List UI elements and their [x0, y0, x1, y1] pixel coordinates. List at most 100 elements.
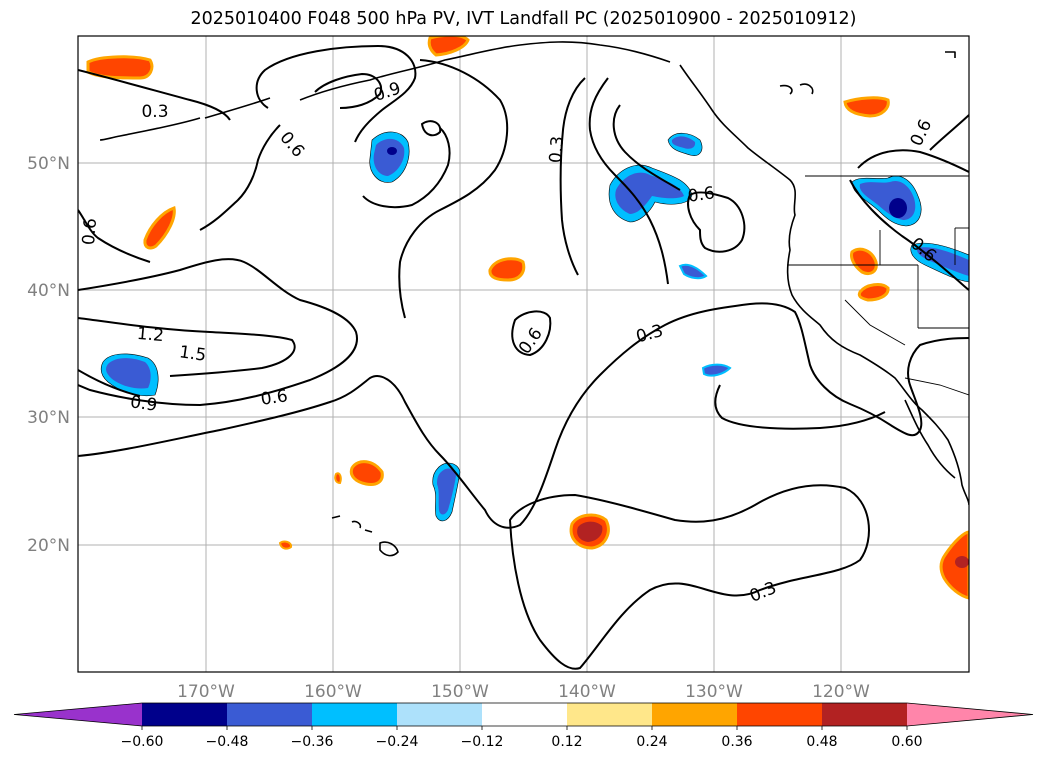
contour-line: [588, 77, 669, 285]
positive-anomaly-patches: [86, 36, 969, 600]
contour-line: [857, 149, 969, 173]
pos-patch: [349, 460, 384, 486]
colorbar-tick-label: −0.24: [376, 734, 419, 750]
neg-patch-inner: [437, 468, 456, 515]
colorbar-tick-label: −0.60: [121, 734, 164, 750]
contour-line: [78, 317, 296, 377]
pos-patch: [857, 283, 890, 302]
contour-line: [687, 191, 746, 253]
colorbar-tick-label: −0.48: [206, 734, 249, 750]
contour-line: [314, 72, 382, 109]
lon-labels: 170°W 160°W 150°W 140°W 130°W 120°W: [177, 682, 870, 702]
lon-label: 170°W: [177, 682, 235, 702]
coast-aleutians-east: [204, 97, 271, 119]
colorbar-segment: [397, 703, 482, 726]
lat-label: 50°N: [27, 154, 70, 174]
coast-baja-inner: [904, 399, 956, 479]
coast-hawaii-islet: [331, 515, 341, 519]
pos-patch: [334, 472, 342, 485]
pos-patch-core: [577, 521, 603, 542]
contour-line: [420, 120, 442, 137]
contour-line: [78, 209, 151, 263]
contour-label: 0.3: [546, 135, 568, 164]
pos-patch: [488, 257, 526, 282]
contour-line: [199, 124, 281, 231]
colorbar-segment: [737, 703, 822, 726]
contour-line: [398, 59, 509, 319]
colorbar-segment: [142, 703, 227, 726]
lon-label: 160°W: [304, 682, 362, 702]
contour-line: [78, 69, 231, 121]
contour-label: 0.6: [79, 217, 101, 246]
coast-islet: [945, 51, 956, 58]
contour-label: 0.9: [129, 392, 159, 416]
neg-patch: [701, 363, 732, 377]
contour-line: [559, 77, 586, 276]
pos-patch: [843, 96, 890, 118]
border-us-mexico: [904, 377, 969, 396]
colorbar-segment: [567, 703, 652, 726]
lon-label: 130°W: [685, 682, 743, 702]
coast-hawaii-islet: [351, 520, 362, 529]
contour-label: 0.6: [687, 183, 717, 207]
contour-line: [929, 114, 969, 151]
lat-labels: 50°N 40°N 30°N 20°N: [27, 154, 70, 556]
neg-patch-inner: [106, 358, 151, 389]
colorbar-tick-label: 0.60: [891, 734, 922, 750]
pos-patch: [939, 530, 969, 600]
colorbar-tick-label: 0.24: [636, 734, 667, 750]
contour-line: [508, 484, 870, 670]
colorbar-segment: [227, 703, 312, 726]
contour-line: [255, 44, 417, 143]
political-borders: [787, 175, 969, 396]
pos-patch: [850, 247, 878, 276]
contour-line: [78, 302, 969, 529]
colorbar-segment: [482, 703, 567, 726]
map-title: 2025010400 F048 500 hPa PV, IVT Landfall…: [190, 9, 857, 29]
coast-islet: [799, 83, 814, 95]
negative-anomaly-patches: [100, 131, 969, 522]
pos-patch: [278, 540, 293, 550]
neg-patch-inner: [917, 247, 969, 276]
map-frame: [77, 35, 970, 673]
colorbar-tick-label: 0.12: [551, 734, 582, 750]
contour-line: [714, 384, 886, 430]
contour-label: 0.6: [260, 386, 290, 410]
gridlines: [78, 36, 969, 672]
coast-north-america: [679, 64, 969, 506]
lat-label: 20°N: [27, 536, 70, 556]
colorbar-segment: [312, 703, 397, 726]
lat-label: 40°N: [27, 281, 70, 301]
colorbar-tick-label: −0.36: [291, 734, 334, 750]
lon-label: 120°W: [812, 682, 870, 702]
colorbar: −0.60 −0.48 −0.36 −0.24 −0.12 0.12 0.24 0.36 0.4…: [13, 702, 1034, 750]
border-ca-nv: [844, 299, 906, 346]
colorbar-segment: [822, 703, 907, 726]
neg-patch-core: [387, 147, 397, 155]
neg-patch: [678, 263, 708, 280]
contour-line: [78, 369, 141, 397]
colorbar-extend-low: [14, 703, 142, 726]
neg-patch-core: [889, 198, 907, 218]
contour-label: 1.5: [178, 342, 208, 366]
colorbar-segment: [652, 703, 737, 726]
contour-line: [78, 258, 358, 407]
lat-label: 30°N: [27, 408, 70, 428]
contour-line: [511, 310, 552, 357]
contour-line: [362, 127, 451, 209]
coast-islet: [779, 84, 793, 95]
coast-hawaii-big-island: [379, 541, 399, 557]
colorbar-tick-label: −0.12: [461, 734, 504, 750]
pv-contours: [78, 44, 969, 670]
coast-alaska: [299, 41, 671, 101]
neg-patch-inner: [373, 138, 405, 176]
pos-patch-core: [955, 556, 969, 568]
coastlines: [99, 41, 969, 557]
contour-label: 1.2: [136, 324, 165, 346]
colorbar-extend-high: [907, 703, 1033, 726]
coast-hawaii-islet: [364, 529, 373, 533]
pos-patch: [427, 36, 470, 57]
contour-line: [612, 104, 681, 191]
neg-patch-inner: [671, 136, 696, 149]
